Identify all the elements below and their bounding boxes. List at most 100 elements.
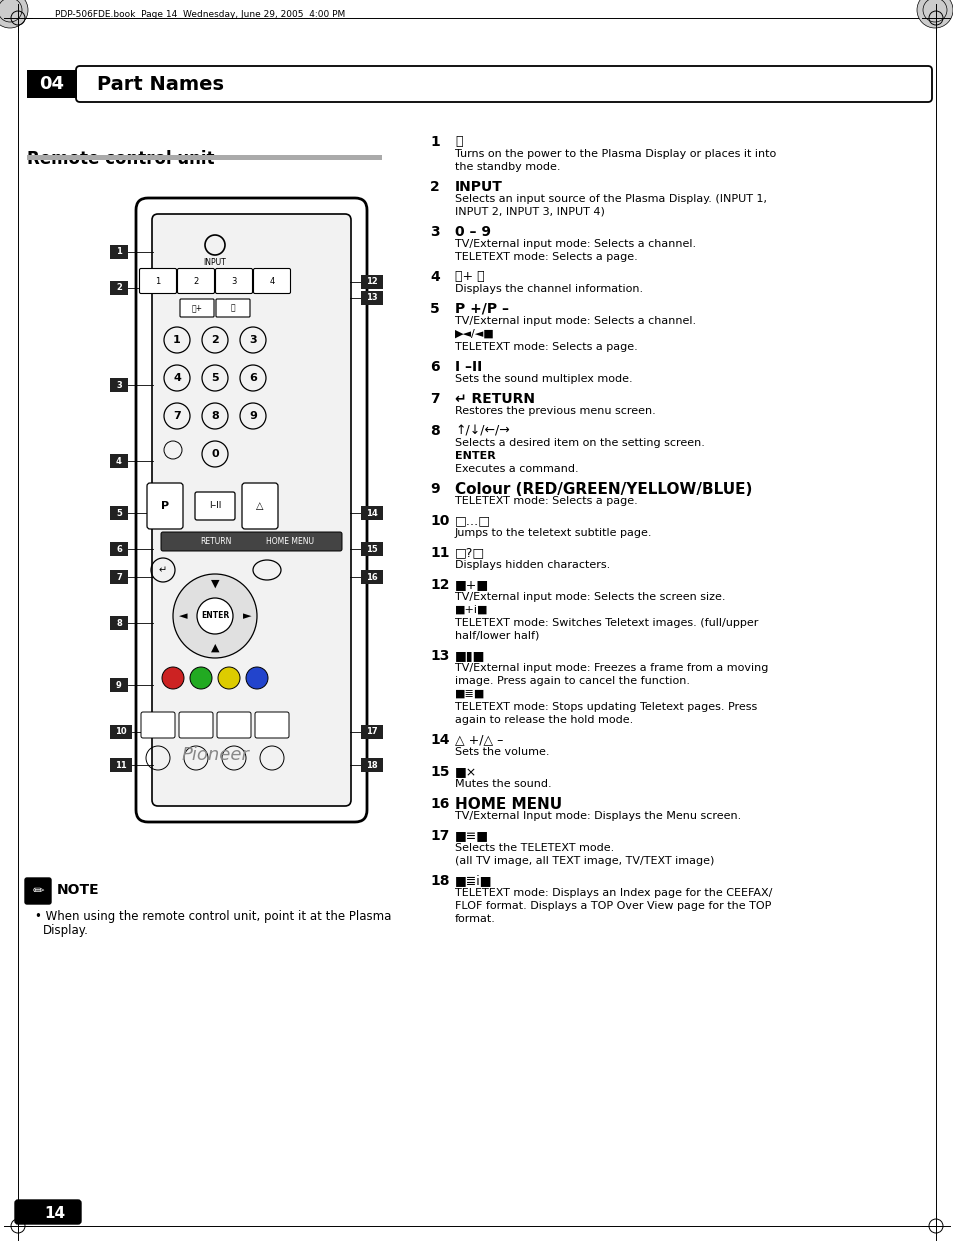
Text: 9: 9 bbox=[249, 411, 256, 420]
Text: Mutes the sound.: Mutes the sound. bbox=[455, 779, 551, 789]
Text: (all TV image, all TEXT image, TV/TEXT image): (all TV image, all TEXT image, TV/TEXT i… bbox=[455, 856, 714, 866]
Text: ▼: ▼ bbox=[211, 578, 219, 588]
Text: Jumps to the teletext subtitle page.: Jumps to the teletext subtitle page. bbox=[455, 527, 652, 537]
Circle shape bbox=[196, 598, 233, 634]
Text: ⓘ+ ⓙ: ⓘ+ ⓙ bbox=[455, 270, 484, 282]
FancyBboxPatch shape bbox=[76, 66, 931, 102]
Text: En: En bbox=[35, 1200, 49, 1210]
Text: 8: 8 bbox=[430, 424, 439, 438]
FancyBboxPatch shape bbox=[215, 269, 253, 294]
Bar bbox=[110, 245, 128, 259]
Text: 7: 7 bbox=[172, 411, 181, 420]
Text: ■+i■: ■+i■ bbox=[455, 605, 488, 615]
Text: ■×: ■× bbox=[455, 765, 476, 778]
FancyBboxPatch shape bbox=[194, 491, 234, 520]
Text: TV/External input mode: Selects a channel.: TV/External input mode: Selects a channe… bbox=[455, 239, 696, 249]
Bar bbox=[360, 275, 382, 289]
Text: 0 – 9: 0 – 9 bbox=[455, 225, 491, 239]
Text: ENTER: ENTER bbox=[201, 612, 229, 621]
Text: 17: 17 bbox=[430, 829, 449, 843]
Text: 6: 6 bbox=[116, 545, 122, 554]
Text: △: △ bbox=[256, 501, 263, 511]
Text: TV/External input mode: Selects the screen size.: TV/External input mode: Selects the scre… bbox=[455, 592, 724, 602]
Bar bbox=[110, 570, 128, 583]
Text: 1: 1 bbox=[430, 136, 439, 149]
FancyBboxPatch shape bbox=[179, 712, 213, 738]
Bar bbox=[110, 616, 128, 629]
Text: NOTE: NOTE bbox=[57, 883, 99, 897]
Text: Selects a desired item on the setting screen.: Selects a desired item on the setting sc… bbox=[455, 438, 704, 448]
FancyBboxPatch shape bbox=[161, 532, 341, 551]
Text: Remote control unit: Remote control unit bbox=[27, 151, 214, 168]
Text: half/lower half): half/lower half) bbox=[455, 631, 538, 641]
Bar bbox=[360, 506, 382, 520]
Text: 9: 9 bbox=[116, 680, 122, 689]
Text: HOME MENU: HOME MENU bbox=[455, 797, 561, 812]
Bar bbox=[27, 70, 77, 98]
Text: ◄: ◄ bbox=[178, 611, 187, 621]
Text: TELETEXT mode: Selects a page.: TELETEXT mode: Selects a page. bbox=[455, 253, 638, 262]
Text: ↵ RETURN: ↵ RETURN bbox=[455, 392, 535, 406]
Text: 12: 12 bbox=[430, 578, 449, 592]
Bar bbox=[110, 542, 128, 556]
Text: again to release the hold mode.: again to release the hold mode. bbox=[455, 715, 633, 725]
Bar bbox=[110, 758, 132, 773]
Circle shape bbox=[218, 667, 240, 689]
Text: 2: 2 bbox=[193, 276, 198, 286]
Text: 14: 14 bbox=[45, 1205, 66, 1220]
Text: ■≣i■: ■≣i■ bbox=[455, 875, 492, 887]
Text: Display.: Display. bbox=[43, 924, 89, 937]
Text: 4: 4 bbox=[116, 457, 122, 465]
Text: INPUT: INPUT bbox=[203, 258, 226, 267]
Text: 13: 13 bbox=[366, 294, 377, 302]
Text: Sets the volume.: Sets the volume. bbox=[455, 746, 549, 758]
Circle shape bbox=[246, 667, 268, 689]
Text: □?□: □?□ bbox=[455, 546, 485, 559]
FancyBboxPatch shape bbox=[177, 269, 214, 294]
Text: 11: 11 bbox=[430, 546, 449, 560]
Text: 04: 04 bbox=[39, 75, 65, 93]
Text: 8: 8 bbox=[211, 411, 218, 420]
Text: 3: 3 bbox=[231, 276, 236, 286]
FancyBboxPatch shape bbox=[152, 214, 351, 806]
Text: image. Press again to cancel the function.: image. Press again to cancel the functio… bbox=[455, 675, 689, 685]
Text: ►: ► bbox=[242, 611, 251, 621]
Text: Pioneer: Pioneer bbox=[181, 746, 249, 764]
Text: I –II: I –II bbox=[455, 360, 482, 374]
Text: TV/External input mode: Selects a channel.: TV/External input mode: Selects a channe… bbox=[455, 316, 696, 326]
Text: Selects the TELETEXT mode.: Selects the TELETEXT mode. bbox=[455, 843, 614, 853]
Bar bbox=[110, 378, 128, 392]
Text: 14: 14 bbox=[430, 733, 449, 746]
Text: ⏻: ⏻ bbox=[455, 136, 462, 148]
Circle shape bbox=[190, 667, 212, 689]
Text: 15: 15 bbox=[366, 545, 377, 554]
Text: △ +/△ –: △ +/△ – bbox=[455, 733, 503, 746]
FancyBboxPatch shape bbox=[216, 712, 251, 738]
FancyBboxPatch shape bbox=[242, 483, 277, 529]
Circle shape bbox=[0, 0, 28, 29]
FancyBboxPatch shape bbox=[15, 1200, 81, 1224]
Text: ■≡■: ■≡■ bbox=[455, 829, 489, 842]
Text: 17: 17 bbox=[366, 728, 377, 736]
Text: 1: 1 bbox=[116, 248, 122, 256]
Bar bbox=[110, 281, 128, 295]
Text: ⓘ+: ⓘ+ bbox=[192, 304, 202, 312]
Text: • When using the remote control unit, point it at the Plasma: • When using the remote control unit, po… bbox=[35, 911, 391, 923]
Text: TELETEXT mode: Stops updating Teletext pages. Press: TELETEXT mode: Stops updating Teletext p… bbox=[455, 702, 757, 712]
Bar bbox=[110, 506, 128, 520]
Text: ENTER: ENTER bbox=[455, 452, 496, 462]
Text: TV/External Input mode: Displays the Menu screen.: TV/External Input mode: Displays the Men… bbox=[455, 811, 740, 821]
Bar bbox=[360, 291, 382, 305]
Text: Sets the sound multiplex mode.: Sets the sound multiplex mode. bbox=[455, 374, 632, 384]
Text: 1: 1 bbox=[155, 276, 160, 286]
Text: Part Names: Part Names bbox=[97, 75, 224, 93]
Text: P: P bbox=[161, 501, 169, 511]
Text: TELETEXT mode: Switches Teletext images. (full/upper: TELETEXT mode: Switches Teletext images.… bbox=[455, 618, 758, 628]
Text: ⓙ: ⓙ bbox=[231, 304, 235, 312]
Text: format.: format. bbox=[455, 914, 496, 924]
Text: 4: 4 bbox=[269, 276, 274, 286]
Text: □…□: □…□ bbox=[455, 514, 491, 527]
Text: P +/P –: P +/P – bbox=[455, 302, 509, 316]
Text: 8: 8 bbox=[116, 618, 122, 627]
Text: 13: 13 bbox=[430, 649, 449, 663]
